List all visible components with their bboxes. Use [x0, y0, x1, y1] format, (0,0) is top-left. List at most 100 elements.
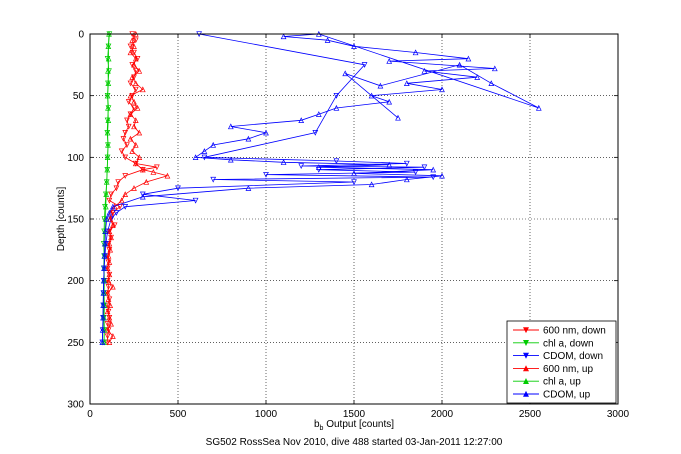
data-point	[104, 129, 111, 136]
data-point	[139, 166, 146, 173]
data-point	[333, 104, 340, 111]
legend-box	[506, 320, 617, 404]
data-point	[108, 234, 114, 241]
data-point	[104, 154, 111, 160]
data-point	[192, 197, 199, 204]
x-axis-label: bb Output [counts]	[314, 419, 394, 432]
data-point	[124, 142, 130, 149]
x-tick-label: 2000	[431, 409, 454, 420]
data-point	[368, 92, 375, 99]
x-tick-label: 3000	[607, 409, 630, 420]
data-point	[474, 74, 481, 80]
data-point	[106, 228, 113, 234]
data-point	[136, 67, 143, 74]
data-point	[102, 253, 108, 260]
data-point	[421, 67, 428, 74]
data-point	[122, 130, 129, 136]
series-5	[99, 30, 542, 345]
data-point	[129, 62, 136, 68]
data-point	[101, 252, 108, 259]
data-point	[104, 308, 111, 315]
data-point	[227, 123, 234, 130]
axis-ticks: 0 500 1000 1500 2000 2500 3000 0 50 100 150 200 250 3…	[67, 30, 629, 421]
data-point	[106, 339, 113, 345]
legend-marker	[523, 378, 529, 384]
data-point	[315, 111, 322, 117]
series-3	[104, 30, 171, 345]
legend-entry-label: 600 nm, up	[543, 364, 593, 375]
y-axis-label: Depth [counts]	[56, 187, 67, 252]
data-point	[132, 80, 139, 86]
data-point	[131, 74, 137, 81]
data-point	[107, 215, 114, 222]
data-point	[333, 93, 340, 99]
data-point	[201, 148, 208, 154]
data-point	[403, 176, 410, 183]
data-point	[102, 240, 108, 247]
y-tick-label: 300	[67, 400, 84, 411]
data-point	[115, 179, 122, 186]
legend-entry-label: 600 nm, down	[543, 326, 606, 337]
legend-marker	[523, 340, 529, 346]
data-point	[131, 105, 137, 112]
data-point	[113, 210, 120, 216]
data-point	[110, 210, 116, 216]
data-point	[131, 98, 137, 105]
y-tick-label: 150	[67, 215, 84, 226]
data-point	[104, 326, 111, 333]
data-point	[118, 148, 125, 155]
x-axis-label-main: b	[314, 419, 320, 430]
data-point	[131, 49, 137, 56]
data-point	[456, 61, 463, 68]
data-point	[118, 197, 125, 204]
data-point	[465, 55, 472, 62]
y-tick-label: 50	[73, 91, 85, 102]
x-tick-label: 1500	[343, 409, 366, 420]
data-point	[124, 117, 130, 124]
data-point	[110, 283, 116, 290]
data-point	[105, 277, 112, 284]
data-point	[421, 164, 428, 171]
data-point	[105, 104, 111, 111]
data-point	[227, 156, 234, 163]
data-point	[245, 185, 252, 191]
data-point	[127, 111, 134, 117]
data-point	[351, 43, 357, 49]
data-point	[132, 86, 139, 93]
data-point	[105, 55, 112, 62]
data-point	[104, 339, 111, 346]
data-point	[395, 114, 401, 121]
data-point	[368, 181, 375, 188]
data-point	[101, 265, 107, 271]
data-point	[108, 320, 114, 327]
data-point	[263, 171, 269, 178]
data-point	[104, 92, 111, 99]
data-point	[315, 164, 322, 170]
data-point	[102, 228, 109, 234]
data-point	[280, 159, 287, 165]
data-point	[129, 74, 136, 80]
x-tick-label: 2500	[519, 409, 542, 420]
data-point	[131, 43, 137, 49]
data-point	[134, 56, 141, 62]
y-tick-label: 100	[67, 153, 84, 164]
data-point	[129, 148, 136, 154]
data-point	[132, 37, 139, 44]
data-point	[122, 191, 129, 197]
x-tick-label: 0	[87, 409, 93, 420]
data-point	[111, 222, 118, 229]
data-point	[139, 193, 146, 200]
data-point	[122, 154, 129, 161]
data-point	[535, 104, 542, 111]
data-point	[143, 178, 150, 185]
data-point	[107, 246, 114, 253]
data-point	[105, 67, 111, 74]
data-point	[103, 191, 110, 197]
data-point	[134, 104, 141, 111]
data-point	[127, 80, 134, 87]
data-point	[439, 172, 445, 179]
data-point	[125, 99, 132, 105]
data-point	[110, 222, 116, 228]
